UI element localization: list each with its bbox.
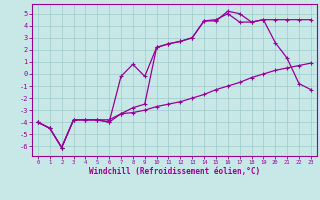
X-axis label: Windchill (Refroidissement éolien,°C): Windchill (Refroidissement éolien,°C) xyxy=(89,167,260,176)
